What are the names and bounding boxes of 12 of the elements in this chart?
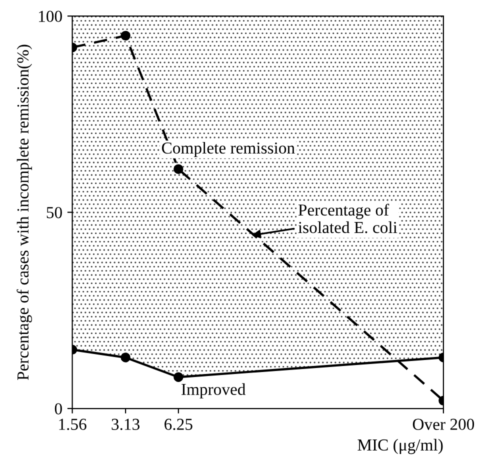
- x-tick-label: Over 200: [412, 418, 474, 430]
- y-tick-label: 50: [46, 206, 62, 218]
- y-axis-title: Percentage of cases with incomplete remission(%): [16, 44, 32, 380]
- x-tick-label: 3.13: [112, 418, 140, 430]
- y-tick-label: 0: [54, 403, 62, 414]
- x-axis-title: MIC (μg/ml): [358, 438, 443, 454]
- x-tick-label: 6.25: [164, 418, 192, 430]
- annotation: Complete remission: [162, 142, 295, 158]
- annotation: Improved: [182, 383, 246, 398]
- annotation: Percentage of isolated E. coli: [298, 204, 398, 234]
- y-tick-label: 100: [39, 10, 62, 22]
- x-tick-label: 1.56: [59, 418, 86, 430]
